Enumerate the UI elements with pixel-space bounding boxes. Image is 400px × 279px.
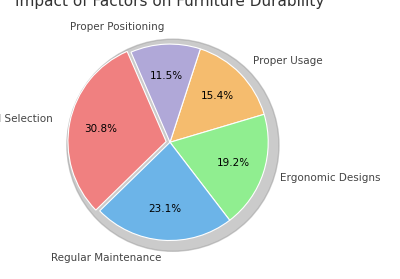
Title: Impact of Factors on Furniture Durability: Impact of Factors on Furniture Durabilit… [15, 0, 325, 9]
Text: Proper Usage: Proper Usage [253, 56, 322, 66]
Text: 19.2%: 19.2% [217, 158, 250, 168]
Text: Ergonomic Designs: Ergonomic Designs [280, 173, 381, 183]
Text: 30.8%: 30.8% [84, 124, 117, 134]
Text: Proper Positioning: Proper Positioning [70, 21, 164, 32]
Wedge shape [100, 142, 230, 240]
Wedge shape [170, 49, 264, 142]
Text: Quality Material Selection: Quality Material Selection [0, 114, 52, 124]
Circle shape [67, 39, 279, 251]
Text: 23.1%: 23.1% [149, 204, 182, 214]
Wedge shape [170, 114, 268, 220]
Text: 11.5%: 11.5% [150, 71, 184, 81]
Wedge shape [68, 51, 166, 210]
Wedge shape [131, 44, 200, 142]
Text: Regular Maintenance: Regular Maintenance [51, 253, 162, 263]
Text: 15.4%: 15.4% [201, 91, 234, 101]
